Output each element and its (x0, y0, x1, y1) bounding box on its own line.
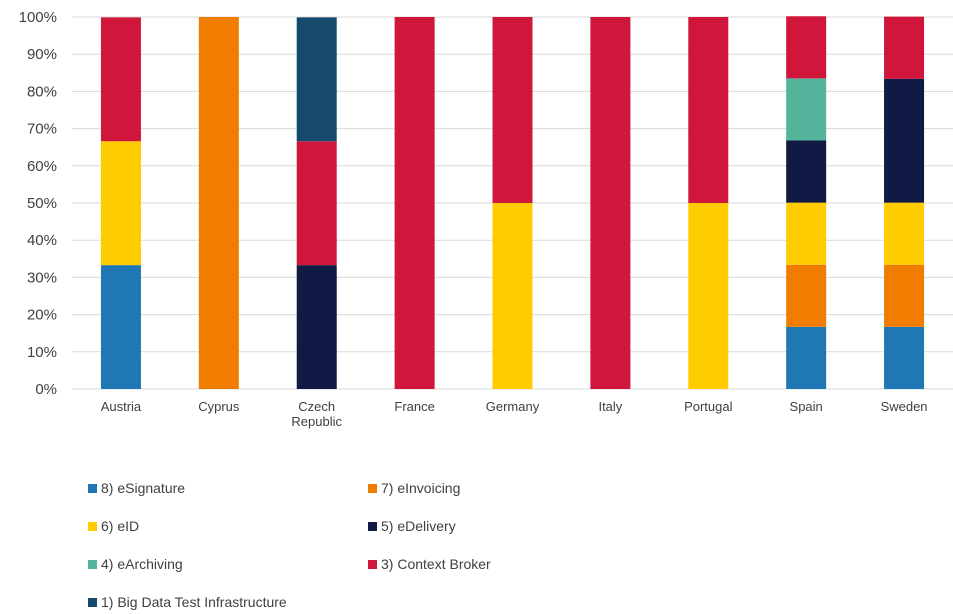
legend-label: 4) eArchiving (101, 556, 183, 572)
legend-swatch (368, 483, 377, 493)
y-tick-label: 80% (27, 83, 57, 100)
bar-segment (296, 17, 337, 142)
legend-label: 8) eSignature (101, 480, 186, 496)
y-tick-label: 0% (35, 381, 57, 398)
bar-segment (492, 203, 533, 389)
bar-segment (492, 17, 533, 203)
bar-segment (296, 141, 337, 266)
y-tick-label: 10% (27, 344, 57, 361)
y-tick-label: 90% (27, 46, 57, 63)
x-tick-label: Austria (101, 399, 142, 414)
legend-item: 5) eDelivery (368, 518, 456, 534)
y-tick-label: 70% (27, 121, 57, 138)
x-tick-label: Portugal (684, 399, 733, 414)
bar-segment (884, 16, 925, 79)
bar-segment (786, 140, 827, 203)
y-tick-label: 50% (27, 195, 57, 212)
x-tick-label: Spain (790, 399, 823, 414)
legend-label: 1) Big Data Test Infrastructure (101, 594, 287, 610)
x-tick-label: Germany (486, 399, 540, 414)
legend-label: 5) eDelivery (381, 518, 456, 534)
bar-segment (590, 17, 631, 389)
bar-segment (198, 17, 239, 389)
legend-item: 6) eID (88, 518, 139, 534)
bar-segment (394, 17, 435, 389)
bar-segment (100, 265, 141, 389)
legend-swatch (368, 521, 377, 531)
y-tick-label: 100% (19, 9, 57, 26)
bar-segment (884, 78, 925, 203)
bar-segment (296, 265, 337, 389)
bar-segment (786, 16, 827, 79)
bar-segment (786, 202, 827, 265)
legend-swatch (88, 521, 97, 531)
legend-swatch (88, 597, 97, 607)
legend-label: 6) eID (101, 518, 140, 534)
legend-item: 4) eArchiving (88, 556, 183, 572)
legend-item: 3) Context Broker (368, 556, 491, 572)
legend-swatch (368, 559, 377, 569)
x-tick-label: Sweden (881, 399, 928, 414)
legend-item: 7) eInvoicing (368, 480, 460, 496)
legend-item: 8) eSignature (88, 480, 185, 496)
bar-segment (100, 17, 141, 142)
y-tick-label: 60% (27, 158, 57, 175)
y-tick-label: 30% (27, 269, 57, 286)
y-tick-label: 40% (27, 232, 57, 249)
legend-swatch (88, 559, 97, 569)
bar-segment (100, 141, 141, 266)
bar-segment (786, 326, 827, 389)
x-tick-label: Czech Republic (291, 399, 342, 429)
bar-segment (884, 326, 925, 389)
legend-item: 1) Big Data Test Infrastructure (88, 594, 287, 610)
x-tick-label: Cyprus (198, 399, 240, 414)
bar-segment (786, 264, 827, 327)
legend-swatch (88, 483, 97, 493)
x-tick-label: France (394, 399, 434, 414)
legend-label: 3) Context Broker (381, 556, 491, 572)
legend-label: 7) eInvoicing (381, 480, 461, 496)
x-tick-label: Italy (598, 399, 622, 414)
bar-segment (884, 264, 925, 327)
bar-segment (688, 203, 729, 389)
bar-segment (884, 202, 925, 265)
y-tick-label: 20% (27, 307, 57, 324)
bar-segment (688, 17, 729, 203)
bar-segment (786, 78, 827, 141)
